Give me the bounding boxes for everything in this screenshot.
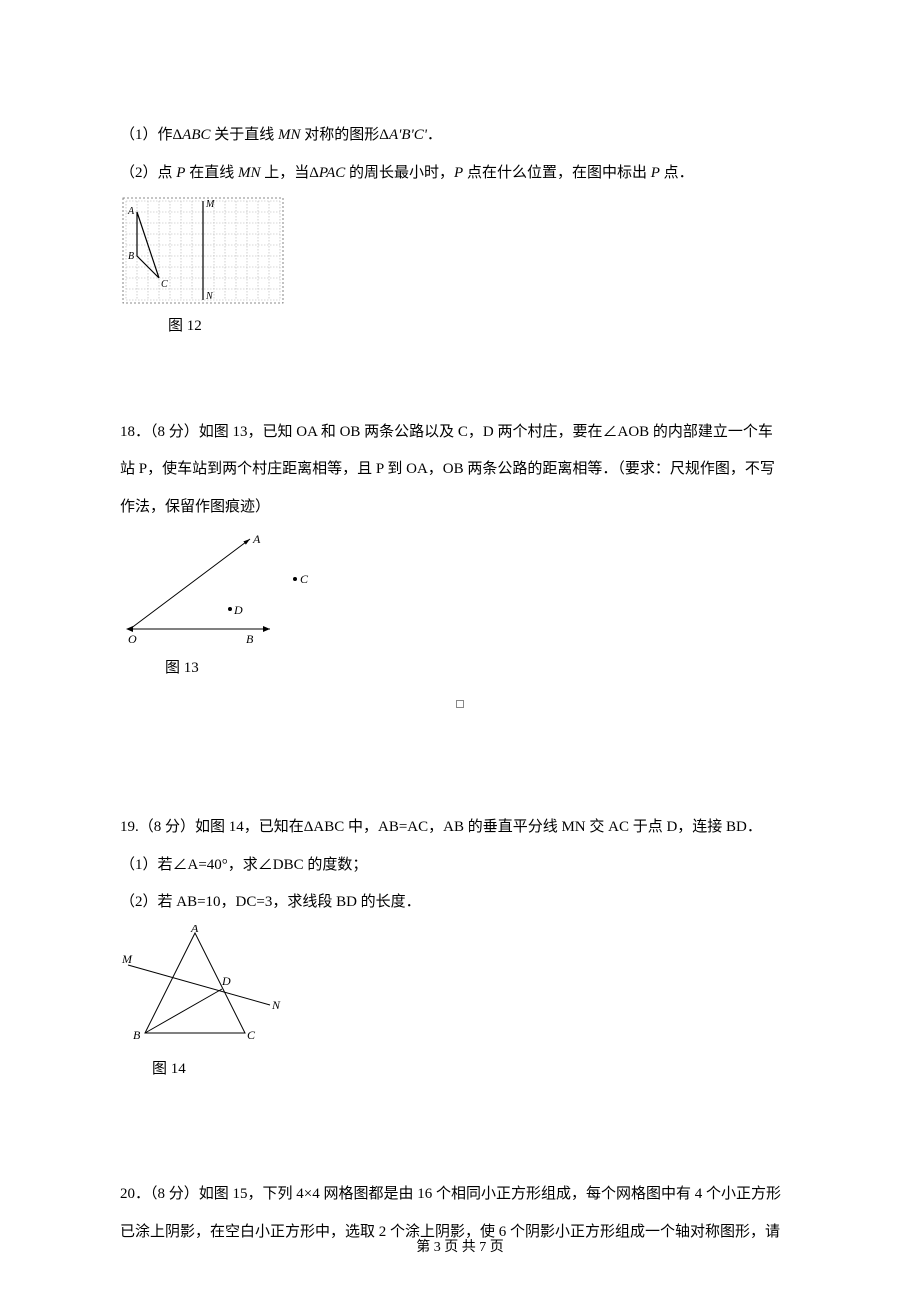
text: 关于直线 [211, 127, 279, 143]
figure-14: A B C D M N 图 14 [120, 925, 800, 1086]
svg-text:A: A [127, 206, 135, 217]
svg-text:O: O [128, 632, 137, 646]
figure-12-svg: M N A B C [120, 195, 290, 307]
text: 上，当 [260, 165, 309, 181]
svg-text:M: M [205, 199, 215, 210]
figure-13-svg: O A B C D [120, 529, 320, 649]
p: P [651, 165, 660, 181]
text: ． [427, 127, 442, 143]
q18-line1: 18．（8 分）如图 13，已知 OA 和 OB 两条公路以及 C，D 两个村庄… [120, 417, 800, 449]
svg-text:C: C [247, 1028, 256, 1042]
delta: Δ [309, 165, 319, 181]
gap [120, 722, 800, 812]
svg-text:C: C [161, 279, 168, 290]
mn: MN [238, 165, 261, 181]
text: （1）作 [120, 127, 173, 143]
gap [120, 347, 800, 417]
svg-text:N: N [205, 291, 214, 302]
delta: Δ [173, 127, 183, 143]
svg-text:A: A [190, 925, 199, 935]
q17-line2: （2）点 P 在直线 MN 上，当ΔPAC 的周长最小时，P 点在什么位置，在图… [120, 158, 800, 190]
p: P [454, 165, 463, 181]
text: 在直线 [185, 165, 238, 181]
text: （2）点 [120, 165, 176, 181]
figure-13-caption: 图 13 [120, 653, 800, 685]
q19-line1: 19.（8 分）如图 14，已知在ΔABC 中，AB=AC，AB 的垂直平分线 … [120, 812, 800, 844]
figure-13: O A B C D 图 13 [120, 529, 800, 685]
abc-prime: A'B'C' [389, 127, 427, 143]
svg-text:D: D [221, 974, 231, 988]
figure-14-caption: 图 14 [120, 1054, 800, 1086]
svg-text:B: B [128, 251, 134, 262]
figure-14-svg: A B C D M N [120, 925, 290, 1050]
center-marker [120, 689, 800, 721]
text: 点． [660, 165, 694, 181]
svg-text:C: C [300, 572, 309, 586]
q18-line2: 站 P，使车站到两个村庄距离相等，且 P 到 OA，OB 两条公路的距离相等．（… [120, 454, 800, 486]
abc: ABC [182, 127, 210, 143]
svg-text:B: B [246, 632, 254, 646]
text: 的周长最小时， [345, 165, 454, 181]
svg-text:D: D [233, 603, 243, 617]
figure-12-caption: 图 12 [120, 311, 800, 343]
q17-line1: （1）作ΔABC 关于直线 MN 对称的图形ΔA'B'C'． [120, 120, 800, 152]
q18-line3: 作法，保留作图痕迹） [120, 492, 800, 524]
text: 对称的图形 [301, 127, 380, 143]
text: 点在什么位置，在图中标出 [463, 165, 651, 181]
mn: MN [278, 127, 301, 143]
square-icon [456, 700, 464, 708]
gap [120, 1089, 800, 1179]
q19-line2: （1）若∠A=40°，求∠DBC 的度数； [120, 850, 800, 882]
pac: PAC [319, 165, 345, 181]
svg-text:M: M [121, 952, 133, 966]
svg-text:B: B [133, 1028, 141, 1042]
q19-line3: （2）若 AB=10，DC=3，求线段 BD 的长度． [120, 887, 800, 919]
svg-text:A: A [252, 532, 261, 546]
svg-text:N: N [271, 998, 281, 1012]
figure-12: M N A B C 图 12 [120, 195, 800, 343]
q20-line1: 20．（8 分）如图 15，下列 4×4 网格图都是由 16 个相同小正方形组成… [120, 1179, 800, 1211]
delta: Δ [379, 127, 389, 143]
page-footer: 第 3 页 共 7 页 [0, 1233, 920, 1262]
page: （1）作ΔABC 关于直线 MN 对称的图形ΔA'B'C'． （2）点 P 在直… [0, 0, 920, 1302]
